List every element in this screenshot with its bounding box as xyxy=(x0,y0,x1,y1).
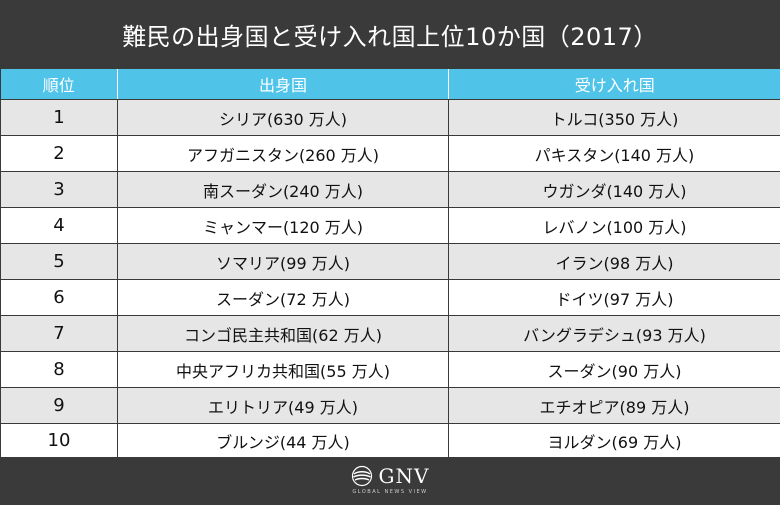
logo-text: GNV xyxy=(378,463,430,488)
rank-cell: 4 xyxy=(0,207,118,244)
origin-cell: コンゴ民主共和国(62 万人) xyxy=(117,315,449,352)
column-header-rank: 順位 xyxy=(0,69,118,100)
table-row: 6 スーダン(72 万人) ドイツ(97 万人) xyxy=(0,279,780,316)
origin-cell: ミャンマー(120 万人) xyxy=(117,207,449,244)
table-row: 5 ソマリア(99 万人) イラン(98 万人) xyxy=(0,243,780,280)
host-cell: エチオピア(89 万人) xyxy=(448,387,780,424)
refugee-ranking-table: 順位 出身国 受け入れ国 1 シリア(630 万人) トルコ(350 万人) 2… xyxy=(0,69,780,458)
table-row: 9 エリトリア(49 万人) エチオピア(89 万人) xyxy=(0,387,780,424)
origin-cell: スーダン(72 万人) xyxy=(117,279,449,316)
origin-cell: 南スーダン(240 万人) xyxy=(117,171,449,208)
host-cell: ドイツ(97 万人) xyxy=(448,279,780,316)
rank-cell: 9 xyxy=(0,387,118,424)
origin-cell: 中央アフリカ共和国(55 万人) xyxy=(117,351,449,388)
host-cell: スーダン(90 万人) xyxy=(448,351,780,388)
table-row: 4 ミャンマー(120 万人) レバノン(100 万人) xyxy=(0,207,780,244)
page-title: 難民の出身国と受け入れ国上位10か国（2017） xyxy=(122,23,658,51)
origin-cell: エリトリア(49 万人) xyxy=(117,387,449,424)
table-row: 3 南スーダン(240 万人) ウガンダ(140 万人) xyxy=(0,171,780,208)
origin-cell: ソマリア(99 万人) xyxy=(117,243,449,280)
column-header-origin: 出身国 xyxy=(117,69,449,100)
table-row: 10 ブルンジ(44 万人) ヨルダン(69 万人) xyxy=(0,423,780,458)
host-cell: レバノン(100 万人) xyxy=(448,207,780,244)
footer: GNV GLOBAL NEWS VIEW xyxy=(0,453,780,505)
host-cell: パキスタン(140 万人) xyxy=(448,135,780,172)
rank-cell: 1 xyxy=(0,99,118,136)
host-cell: イラン(98 万人) xyxy=(448,243,780,280)
host-cell: ヨルダン(69 万人) xyxy=(448,423,780,458)
rank-cell: 8 xyxy=(0,351,118,388)
rank-cell: 7 xyxy=(0,315,118,352)
host-cell: ウガンダ(140 万人) xyxy=(448,171,780,208)
origin-cell: アフガニスタン(260 万人) xyxy=(117,135,449,172)
column-header-host: 受け入れ国 xyxy=(448,69,780,100)
table-row: 1 シリア(630 万人) トルコ(350 万人) xyxy=(0,99,780,136)
host-cell: バングラデシュ(93 万人) xyxy=(448,315,780,352)
globe-swirl-icon xyxy=(351,465,372,486)
logo-subtext: GLOBAL NEWS VIEW xyxy=(352,488,428,495)
table-row: 7 コンゴ民主共和国(62 万人) バングラデシュ(93 万人) xyxy=(0,315,780,352)
table-header-row: 順位 出身国 受け入れ国 xyxy=(0,69,780,100)
table-row: 2 アフガニスタン(260 万人) パキスタン(140 万人) xyxy=(0,135,780,172)
gnv-logo: GNV GLOBAL NEWS VIEW xyxy=(351,464,430,495)
host-cell: トルコ(350 万人) xyxy=(448,99,780,136)
table-row: 8 中央アフリカ共和国(55 万人) スーダン(90 万人) xyxy=(0,351,780,388)
rank-cell: 5 xyxy=(0,243,118,280)
rank-cell: 10 xyxy=(0,423,118,458)
origin-cell: シリア(630 万人) xyxy=(117,99,449,136)
rank-cell: 6 xyxy=(0,279,118,316)
rank-cell: 3 xyxy=(0,171,118,208)
rank-cell: 2 xyxy=(0,135,118,172)
